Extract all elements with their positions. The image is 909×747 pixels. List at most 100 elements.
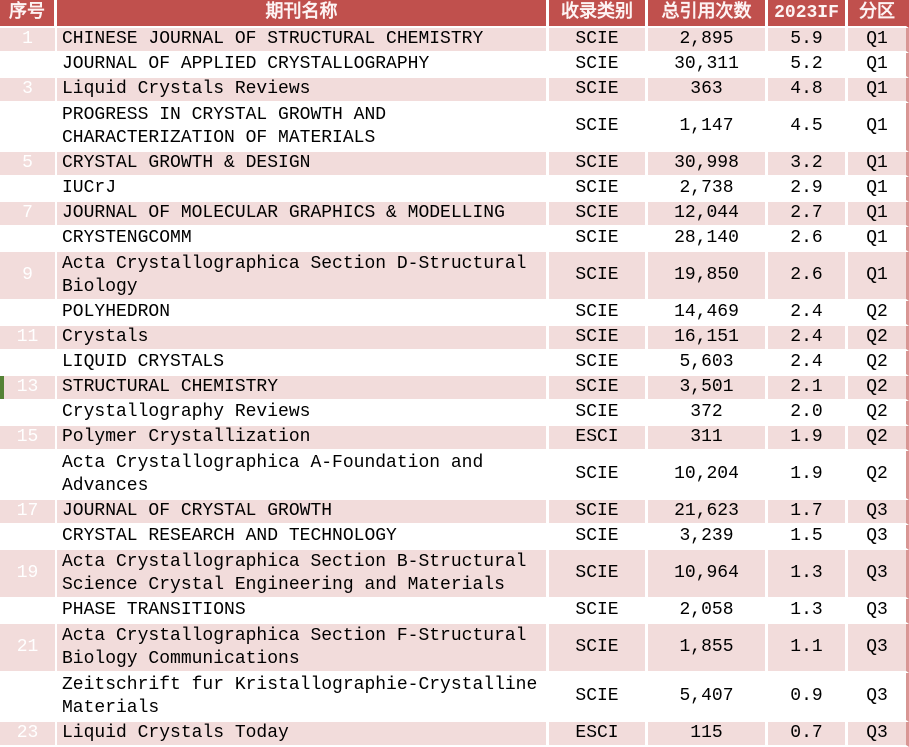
- index-type-cell: SCIE: [549, 103, 648, 152]
- index-type-cell: SCIE: [549, 599, 648, 624]
- quartile-cell: Q1: [848, 28, 909, 53]
- quartile-cell: Q2: [848, 301, 909, 326]
- impact-factor-cell: 1.1: [768, 624, 848, 673]
- index-cell: 5: [0, 152, 57, 177]
- journal-name-cell: Acta Crystallographica A-Foundation and …: [57, 451, 549, 500]
- index-cell: 23: [0, 722, 57, 747]
- journal-name-cell: Polymer Crystallization: [57, 426, 549, 451]
- index-cell: 17: [0, 500, 57, 525]
- index-type-cell: SCIE: [549, 376, 648, 401]
- index-cell: 2: [0, 53, 57, 78]
- index-type-cell: SCIE: [549, 301, 648, 326]
- table-row: 23 Liquid Crystals Today ESCI 115 0.7 Q3: [0, 722, 909, 747]
- journal-name-cell: JOURNAL OF MOLECULAR GRAPHICS & MODELLIN…: [57, 202, 549, 227]
- index-type-cell: SCIE: [549, 401, 648, 426]
- index-cell: 16: [0, 451, 57, 500]
- index-type-cell: ESCI: [549, 426, 648, 451]
- table-row: 3 Liquid Crystals Reviews SCIE 363 4.8 Q…: [0, 78, 909, 103]
- citations-cell: 10,204: [648, 451, 768, 500]
- quartile-cell: Q2: [848, 351, 909, 376]
- index-cell: 1: [0, 28, 57, 53]
- citations-cell: 14,469: [648, 301, 768, 326]
- citations-cell: 311: [648, 426, 768, 451]
- citations-cell: 3,239: [648, 525, 768, 550]
- table-row: 16 Acta Crystallographica A-Foundation a…: [0, 451, 909, 500]
- index-cell: 7: [0, 202, 57, 227]
- table-row: 18 CRYSTAL RESEARCH AND TECHNOLOGY SCIE …: [0, 525, 909, 550]
- header-citations: 总引用次数: [648, 0, 768, 28]
- table-row: 13 STRUCTURAL CHEMISTRY SCIE 3,501 2.1 Q…: [0, 376, 909, 401]
- citations-cell: 3,501: [648, 376, 768, 401]
- quartile-cell: Q2: [848, 326, 909, 351]
- quartile-cell: Q3: [848, 550, 909, 599]
- quartile-cell: Q1: [848, 53, 909, 78]
- quartile-cell: Q2: [848, 376, 909, 401]
- table-row: 1 CHINESE JOURNAL OF STRUCTURAL CHEMISTR…: [0, 28, 909, 53]
- quartile-cell: Q3: [848, 599, 909, 624]
- index-cell: 14: [0, 401, 57, 426]
- impact-factor-cell: 5.2: [768, 53, 848, 78]
- impact-factor-cell: 2.0: [768, 401, 848, 426]
- journal-table-body: 1 CHINESE JOURNAL OF STRUCTURAL CHEMISTR…: [0, 28, 909, 747]
- table-row: 22 Zeitschrift fur Kristallographie-Crys…: [0, 673, 909, 722]
- table-row: 2 JOURNAL OF APPLIED CRYSTALLOGRAPHY SCI…: [0, 53, 909, 78]
- impact-factor-cell: 2.1: [768, 376, 848, 401]
- citations-cell: 28,140: [648, 227, 768, 252]
- index-cell: 10: [0, 301, 57, 326]
- journal-name-cell: PHASE TRANSITIONS: [57, 599, 549, 624]
- index-type-cell: SCIE: [549, 326, 648, 351]
- index-type-cell: ESCI: [549, 722, 648, 747]
- index-cell: 8: [0, 227, 57, 252]
- impact-factor-cell: 0.9: [768, 673, 848, 722]
- index-cell: 9: [0, 252, 57, 301]
- impact-factor-cell: 2.9: [768, 177, 848, 202]
- index-cell: 22: [0, 673, 57, 722]
- impact-factor-cell: 0.7: [768, 722, 848, 747]
- table-row: 9 Acta Crystallographica Section D-Struc…: [0, 252, 909, 301]
- journal-name-cell: JOURNAL OF APPLIED CRYSTALLOGRAPHY: [57, 53, 549, 78]
- citations-cell: 5,603: [648, 351, 768, 376]
- impact-factor-cell: 2.6: [768, 227, 848, 252]
- index-cell: 13: [0, 376, 57, 401]
- journal-name-cell: PROGRESS IN CRYSTAL GROWTH AND CHARACTER…: [57, 103, 549, 152]
- impact-factor-cell: 3.2: [768, 152, 848, 177]
- index-type-cell: SCIE: [549, 252, 648, 301]
- citations-cell: 1,855: [648, 624, 768, 673]
- journal-name-cell: POLYHEDRON: [57, 301, 549, 326]
- quartile-cell: Q1: [848, 152, 909, 177]
- journal-name-cell: CRYSTAL RESEARCH AND TECHNOLOGY: [57, 525, 549, 550]
- index-type-cell: SCIE: [549, 351, 648, 376]
- index-type-cell: SCIE: [549, 53, 648, 78]
- index-type-cell: SCIE: [549, 500, 648, 525]
- index-cell: 15: [0, 426, 57, 451]
- impact-factor-cell: 1.3: [768, 599, 848, 624]
- quartile-cell: Q2: [848, 426, 909, 451]
- impact-factor-cell: 2.4: [768, 351, 848, 376]
- table-row: 21 Acta Crystallographica Section F-Stru…: [0, 624, 909, 673]
- table-row: 4 PROGRESS IN CRYSTAL GROWTH AND CHARACT…: [0, 103, 909, 152]
- table-row: 8 CRYSTENGCOMM SCIE 28,140 2.6 Q1: [0, 227, 909, 252]
- impact-factor-cell: 2.7: [768, 202, 848, 227]
- quartile-cell: Q1: [848, 252, 909, 301]
- index-cell: 3: [0, 78, 57, 103]
- header-impact-factor: 2023IF: [768, 0, 848, 28]
- citations-cell: 1,147: [648, 103, 768, 152]
- journal-name-cell: LIQUID CRYSTALS: [57, 351, 549, 376]
- journal-name-cell: Acta Crystallographica Section B-Structu…: [57, 550, 549, 599]
- quartile-cell: Q1: [848, 227, 909, 252]
- index-cell: 11: [0, 326, 57, 351]
- citations-cell: 16,151: [648, 326, 768, 351]
- index-type-cell: SCIE: [549, 152, 648, 177]
- citations-cell: 30,311: [648, 53, 768, 78]
- index-cell: 18: [0, 525, 57, 550]
- journal-name-cell: Liquid Crystals Today: [57, 722, 549, 747]
- table-row: 10 POLYHEDRON SCIE 14,469 2.4 Q2: [0, 301, 909, 326]
- quartile-cell: Q1: [848, 202, 909, 227]
- index-type-cell: SCIE: [549, 28, 648, 53]
- header-index: 序号: [0, 0, 57, 28]
- impact-factor-cell: 1.3: [768, 550, 848, 599]
- impact-factor-cell: 2.4: [768, 301, 848, 326]
- citations-cell: 19,850: [648, 252, 768, 301]
- index-cell: 6: [0, 177, 57, 202]
- index-type-cell: SCIE: [549, 550, 648, 599]
